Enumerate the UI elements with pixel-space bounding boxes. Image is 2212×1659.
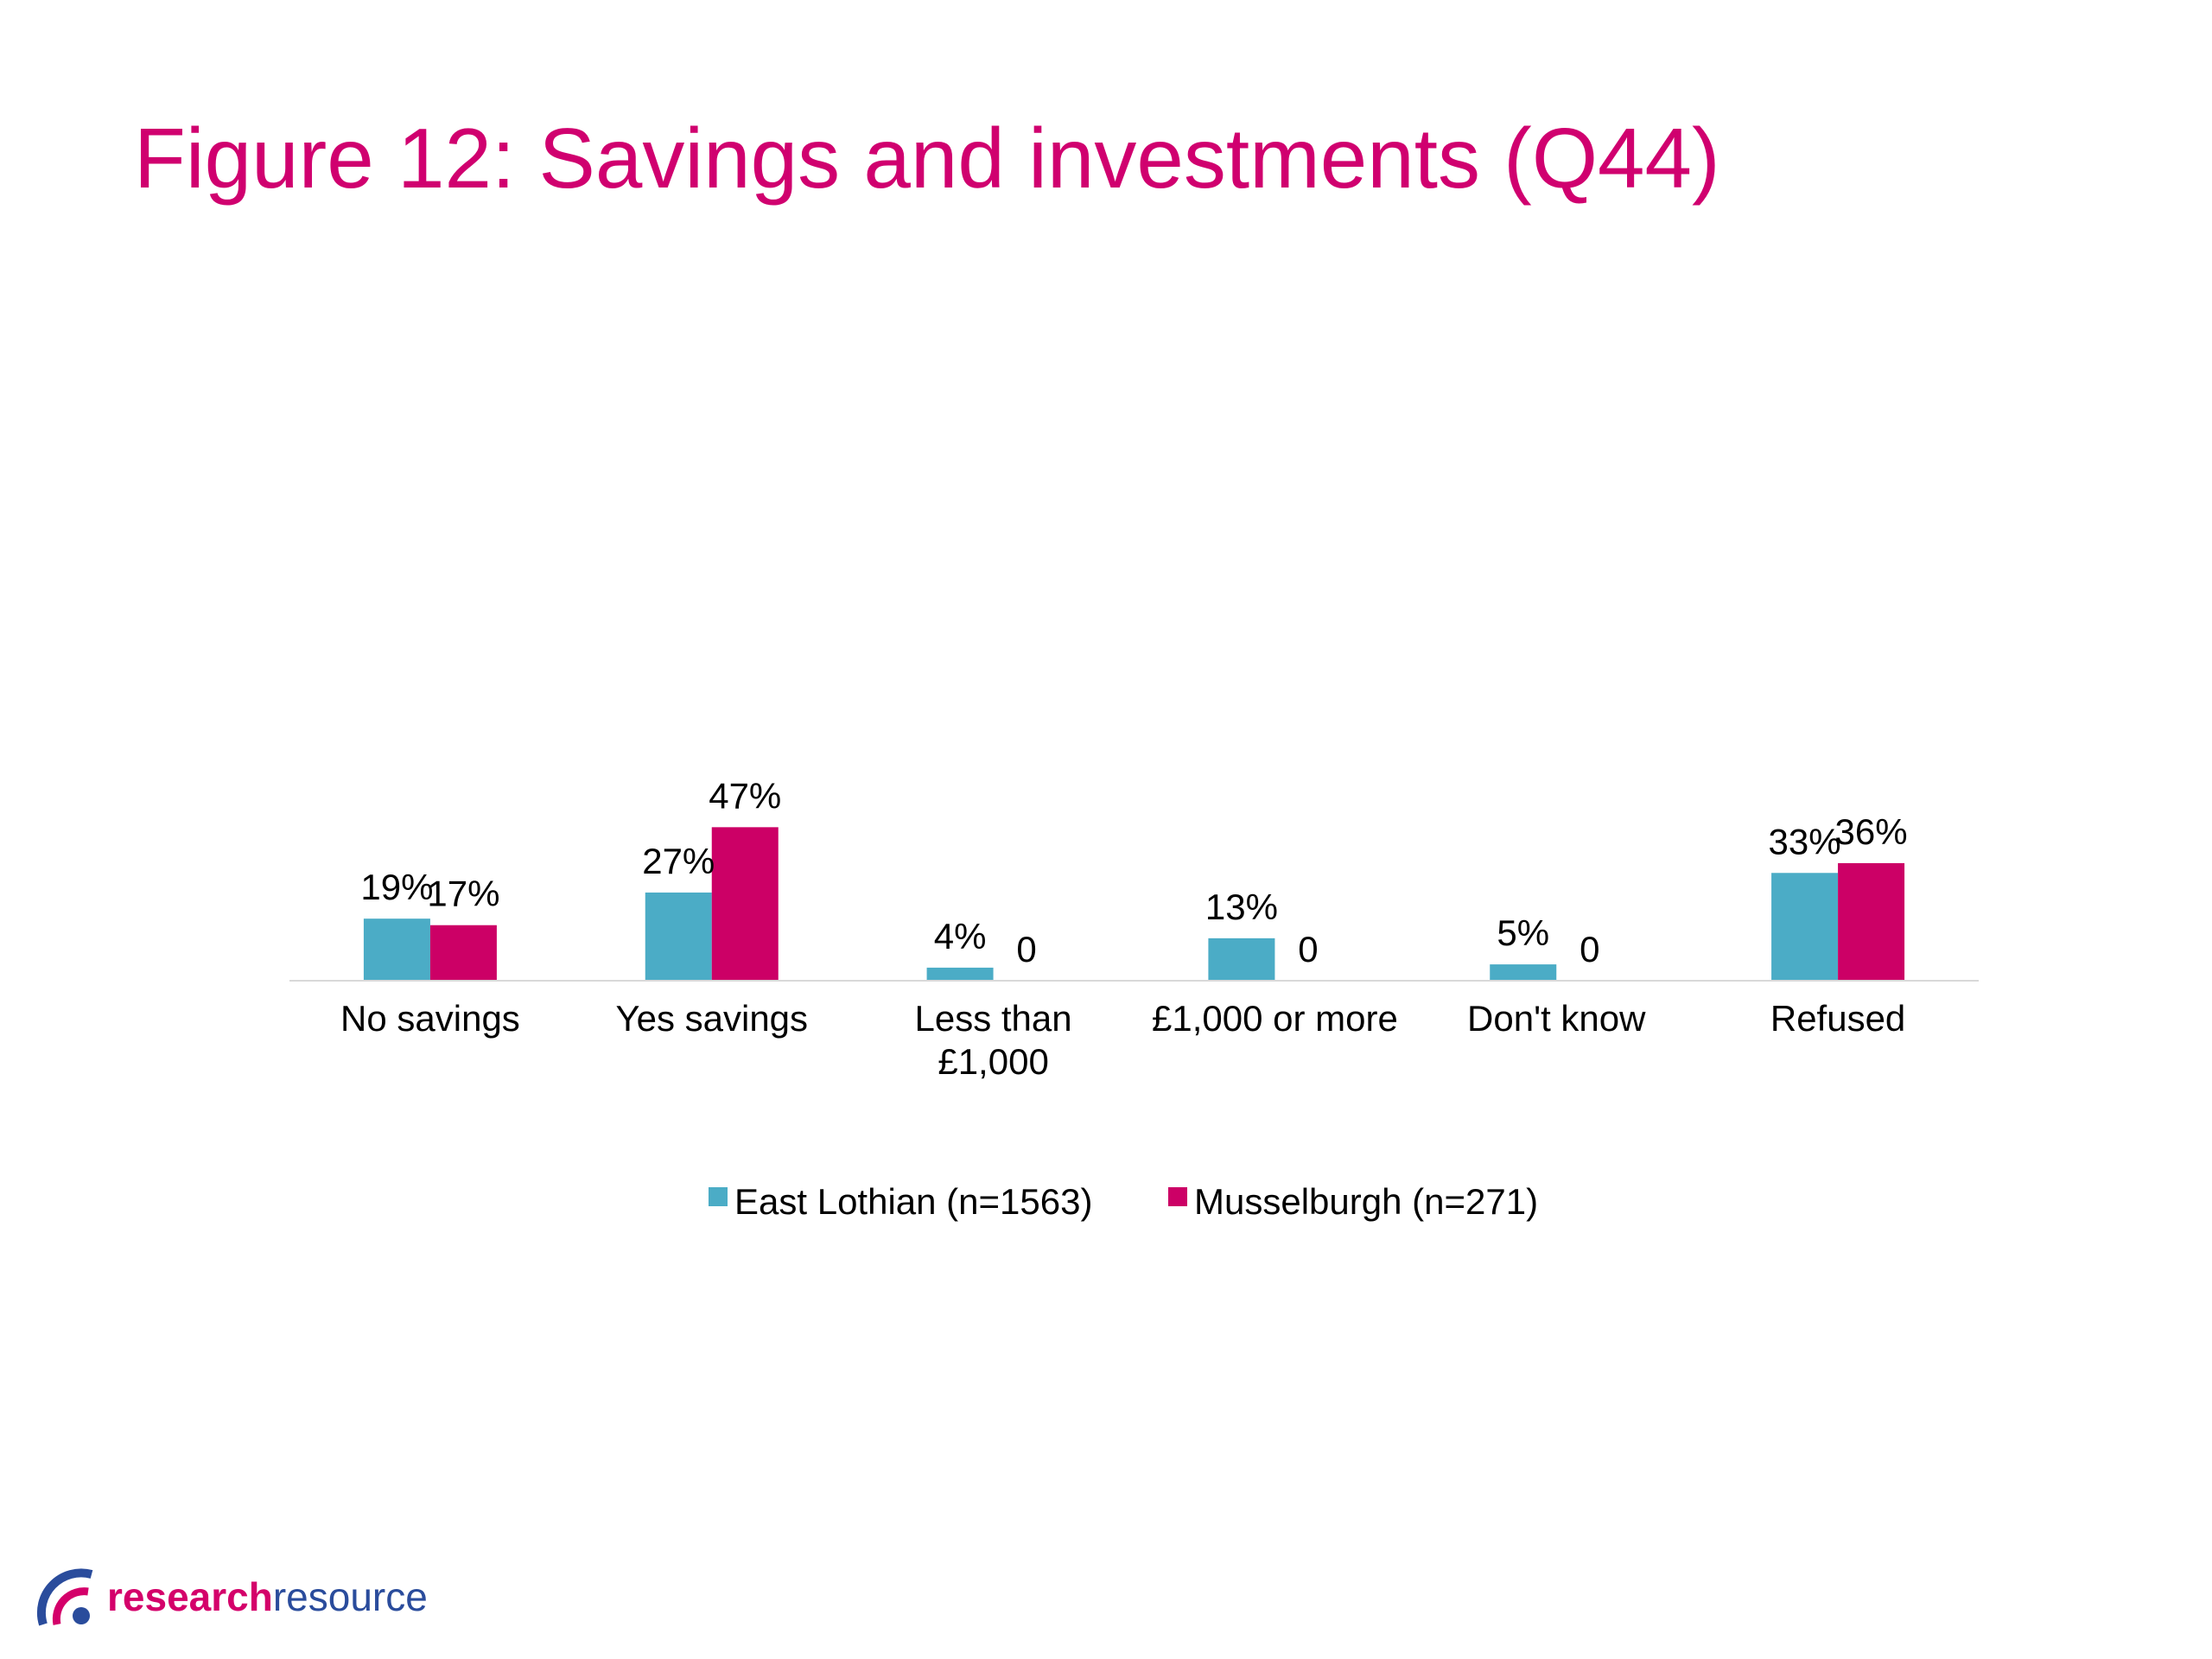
category-labels-layer: No savings Yes savings Less than £1,000£1,0… [340, 998, 1905, 1082]
category-label-line: Don't know [1467, 998, 1646, 1039]
category-label-5: Don't know [1467, 998, 1646, 1039]
data-label-1-6: 33% [1769, 821, 1841, 861]
logo-text: researchresource [107, 1573, 428, 1620]
data-label-1-3: 4% [934, 916, 987, 957]
category-label-2: Yes savings [615, 998, 808, 1039]
bar-1-5 [1490, 964, 1557, 981]
research-resource-logo: researchresource [36, 1562, 428, 1631]
data-labels-layer: 19%17% 27% 47% 4% 0 13% 0 5% 0 33%36% [360, 775, 1907, 969]
category-label-line: £1,000 or more [1152, 998, 1398, 1039]
bar-1-6 [1771, 873, 1839, 981]
bar-2-1 [429, 925, 497, 981]
category-label-line: No savings [340, 998, 520, 1039]
category-label-3: Less than £1,000 [915, 998, 1072, 1082]
bar-2-2 [711, 827, 779, 981]
category-label-line: Refused [1770, 998, 1905, 1039]
data-label-1-5: 5% [1497, 912, 1549, 953]
legend-label-2: Musselburgh (n=271) [1194, 1181, 1538, 1222]
logo-arcs-icon [37, 1568, 93, 1626]
data-label-2-2: 47% [709, 775, 781, 816]
data-label-2-5: 0 [1580, 929, 1599, 969]
legend-swatch-2 [1168, 1187, 1187, 1206]
legend-swatch-1 [709, 1187, 728, 1206]
data-label-1-2: 27% [642, 841, 715, 881]
bar-2-6 [1838, 862, 1905, 981]
data-label-2-3: 0 [1016, 929, 1036, 969]
bars-layer [363, 827, 1905, 981]
bar-1-1 [363, 918, 430, 981]
data-label-2-4: 0 [1298, 929, 1318, 969]
category-label-line: £1,000 [938, 1041, 1048, 1082]
category-label-6: Refused [1770, 998, 1905, 1039]
category-label-4: £1,000 or more [1152, 998, 1398, 1039]
category-label-1: No savings [340, 998, 520, 1039]
category-label-line: Less than [915, 998, 1072, 1039]
bar-1-3 [926, 967, 994, 981]
data-label-2-1: 17% [427, 874, 499, 914]
legend-label-1: East Lothian (n=1563) [734, 1181, 1092, 1222]
category-label-line: Yes savings [615, 998, 808, 1039]
bar-1-4 [1208, 938, 1275, 981]
data-label-1-4: 13% [1205, 887, 1278, 927]
logo-text-research: research [107, 1574, 273, 1619]
bar-1-2 [645, 892, 712, 981]
chart-title: Figure 12: Savings and investments (Q44) [134, 111, 1720, 206]
legend: East Lothian (n=1563) Musselburgh (n=271) [709, 1181, 1538, 1222]
data-label-2-6: 36% [1835, 811, 1908, 852]
data-label-1-1: 19% [360, 867, 433, 907]
logo-text-resource: resource [272, 1574, 428, 1619]
